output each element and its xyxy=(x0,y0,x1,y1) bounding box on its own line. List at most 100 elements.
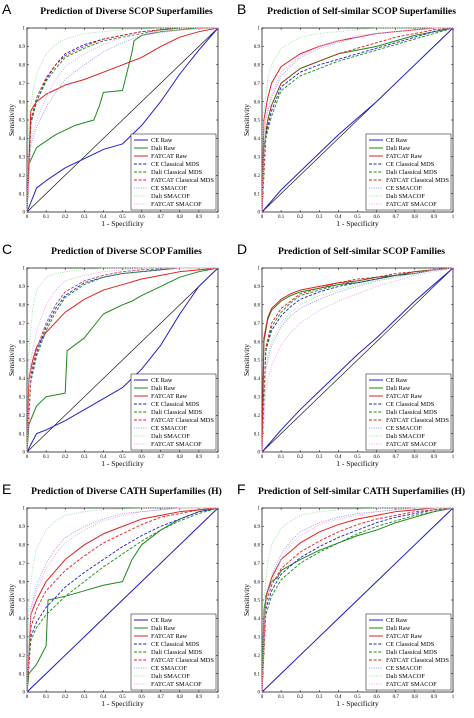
series-line-ce-classical-mds xyxy=(261,267,454,453)
series-line-fatcat-smacof xyxy=(26,27,219,213)
x-tick-label: 0.6 xyxy=(373,215,380,220)
series-line-dali-smacof xyxy=(261,27,453,213)
x-tick-label: 1 xyxy=(452,695,455,700)
x-tick-label: 0.9 xyxy=(196,695,203,700)
x-tick-label: 0.7 xyxy=(393,455,400,460)
x-axis-title: 1 - Specificity xyxy=(101,699,144,708)
y-tick-label: 0.7 xyxy=(254,562,261,567)
y-tick-label: 1 xyxy=(23,507,26,512)
series-line-dali-smacof xyxy=(26,267,218,453)
x-tick-label: 0.3 xyxy=(81,215,88,220)
x-tick-label: 0.8 xyxy=(412,695,419,700)
series-line-ce-classical-mds xyxy=(26,507,219,693)
x-axis-title: 1 - Specificity xyxy=(101,219,144,228)
series-line-fatcat-raw xyxy=(261,267,454,453)
legend-label-dali-smacof: Dali SMACOF xyxy=(386,433,425,440)
y-tick-label: 1 xyxy=(23,267,26,272)
y-tick-label: 0.4 xyxy=(254,137,261,142)
x-tick-label: 0.5 xyxy=(354,455,361,460)
series-line-fatcat-raw xyxy=(26,507,219,693)
y-tick-label: 0.6 xyxy=(19,340,26,345)
series-line-dali-classical-mds xyxy=(261,507,454,693)
x-tick-label: 0.1 xyxy=(278,695,285,700)
x-tick-label: 0.3 xyxy=(316,215,323,220)
x-tick-label: 0.7 xyxy=(158,215,165,220)
y-tick-label: 0.1 xyxy=(254,432,261,437)
legend-label-dali-raw: Dali Raw xyxy=(151,145,176,152)
x-tick-label: 0.5 xyxy=(119,215,126,220)
x-tick-label: 1 xyxy=(452,215,455,220)
series-line-ce-raw xyxy=(26,507,219,693)
series-line-fatcat-classical-mds xyxy=(261,507,454,693)
legend-label-fatcat-raw: FATCAT Raw xyxy=(151,633,188,640)
series-line-dali-classical-mds xyxy=(261,27,454,213)
x-tick-label: 0.9 xyxy=(431,455,438,460)
x-tick-label: 0.6 xyxy=(138,215,145,220)
legend-label-ce-smacof: CE SMACOF xyxy=(151,425,187,432)
x-tick-label: 0.3 xyxy=(81,455,88,460)
roc-panel-e: E Prediction of Diverse CATH Superfamilie… xyxy=(2,481,222,708)
y-tick-label: 0.3 xyxy=(19,396,26,401)
legend-label-ce-smacof: CE SMACOF xyxy=(151,185,187,192)
roc-panel-c: C Prediction of Diverse SCOP Families 0 0.1… xyxy=(2,241,220,468)
legend-label-dali-raw: Dali Raw xyxy=(386,625,411,632)
legend-label-ce-raw: CE Raw xyxy=(151,137,173,144)
y-tick-label: 0.2 xyxy=(254,174,261,179)
roc-panel-a: A Prediction of Diverse SCOP Superfamilie… xyxy=(2,1,220,228)
x-tick-label: 0.5 xyxy=(119,455,126,460)
x-tick-label: 1 xyxy=(452,455,455,460)
x-tick-label: 0.8 xyxy=(177,695,184,700)
x-tick-label: 0 xyxy=(26,695,29,700)
legend-label-dali-raw: Dali Raw xyxy=(386,145,411,152)
x-tick-label: 1 xyxy=(217,455,220,460)
legend-label-ce-raw: CE Raw xyxy=(151,617,173,624)
x-tick-label: 0.6 xyxy=(373,455,380,460)
x-axis-title: 1 - Specificity xyxy=(336,219,379,228)
y-tick-label: 0.8 xyxy=(19,544,26,549)
legend-label-fatcat-smacof: FATCAT SMACOF xyxy=(386,201,437,208)
x-tick-label: 0.4 xyxy=(335,215,342,220)
series-line-ce-raw xyxy=(261,267,454,453)
y-tick-label: 0.4 xyxy=(254,617,261,622)
y-tick-label: 0.9 xyxy=(254,45,261,50)
y-tick-label: 0 xyxy=(258,211,261,216)
legend-label-ce-smacof: CE SMACOF xyxy=(151,665,187,672)
legend-label-ce-raw: CE Raw xyxy=(386,617,408,624)
y-tick-label: 0.8 xyxy=(254,64,261,69)
legend-label-fatcat-raw: FATCAT Raw xyxy=(151,153,188,160)
y-tick-label: 0.3 xyxy=(254,156,261,161)
x-tick-label: 0 xyxy=(26,455,29,460)
y-tick-label: 0.2 xyxy=(254,414,261,419)
y-tick-label: 0.4 xyxy=(19,377,26,382)
y-tick-label: 0.6 xyxy=(254,100,261,105)
legend-label-fatcat-classical-mds: FATCAT Classical MDS xyxy=(151,177,214,184)
x-tick-label: 0.6 xyxy=(373,695,380,700)
panel-letter: B xyxy=(237,1,246,17)
series-line-fatcat-smacof xyxy=(261,267,454,453)
y-tick-label: 1 xyxy=(258,27,261,32)
series-line-ce-classical-mds xyxy=(261,27,454,213)
x-tick-label: 0.4 xyxy=(100,215,107,220)
roc-panel-b: B Prediction of Self-similar SCOP Superfa… xyxy=(237,1,456,228)
series-line-dali-classical-mds xyxy=(26,507,219,693)
y-tick-label: 0.2 xyxy=(254,654,261,659)
legend-label-dali-smacof: Dali SMACOF xyxy=(151,193,190,200)
x-tick-label: 0.1 xyxy=(43,455,50,460)
y-tick-label: 0.2 xyxy=(19,654,26,659)
y-tick-label: 1 xyxy=(23,27,26,32)
y-tick-label: 0.3 xyxy=(19,636,26,641)
series-line-dali-classical-mds xyxy=(26,27,218,213)
diagonal-reference-line xyxy=(26,267,219,453)
series-line-ce-classical-mds xyxy=(261,507,454,693)
x-tick-label: 0.3 xyxy=(316,695,323,700)
x-tick-label: 0.5 xyxy=(354,215,361,220)
y-tick-label: 0.9 xyxy=(19,525,26,530)
y-tick-label: 0.7 xyxy=(19,322,26,327)
series-line-dali-raw xyxy=(26,27,218,213)
x-tick-label: 0.4 xyxy=(335,695,342,700)
y-tick-label: 0.2 xyxy=(19,174,26,179)
x-tick-label: 0.1 xyxy=(278,455,285,460)
y-axis-title: Sensitivity xyxy=(7,104,16,136)
